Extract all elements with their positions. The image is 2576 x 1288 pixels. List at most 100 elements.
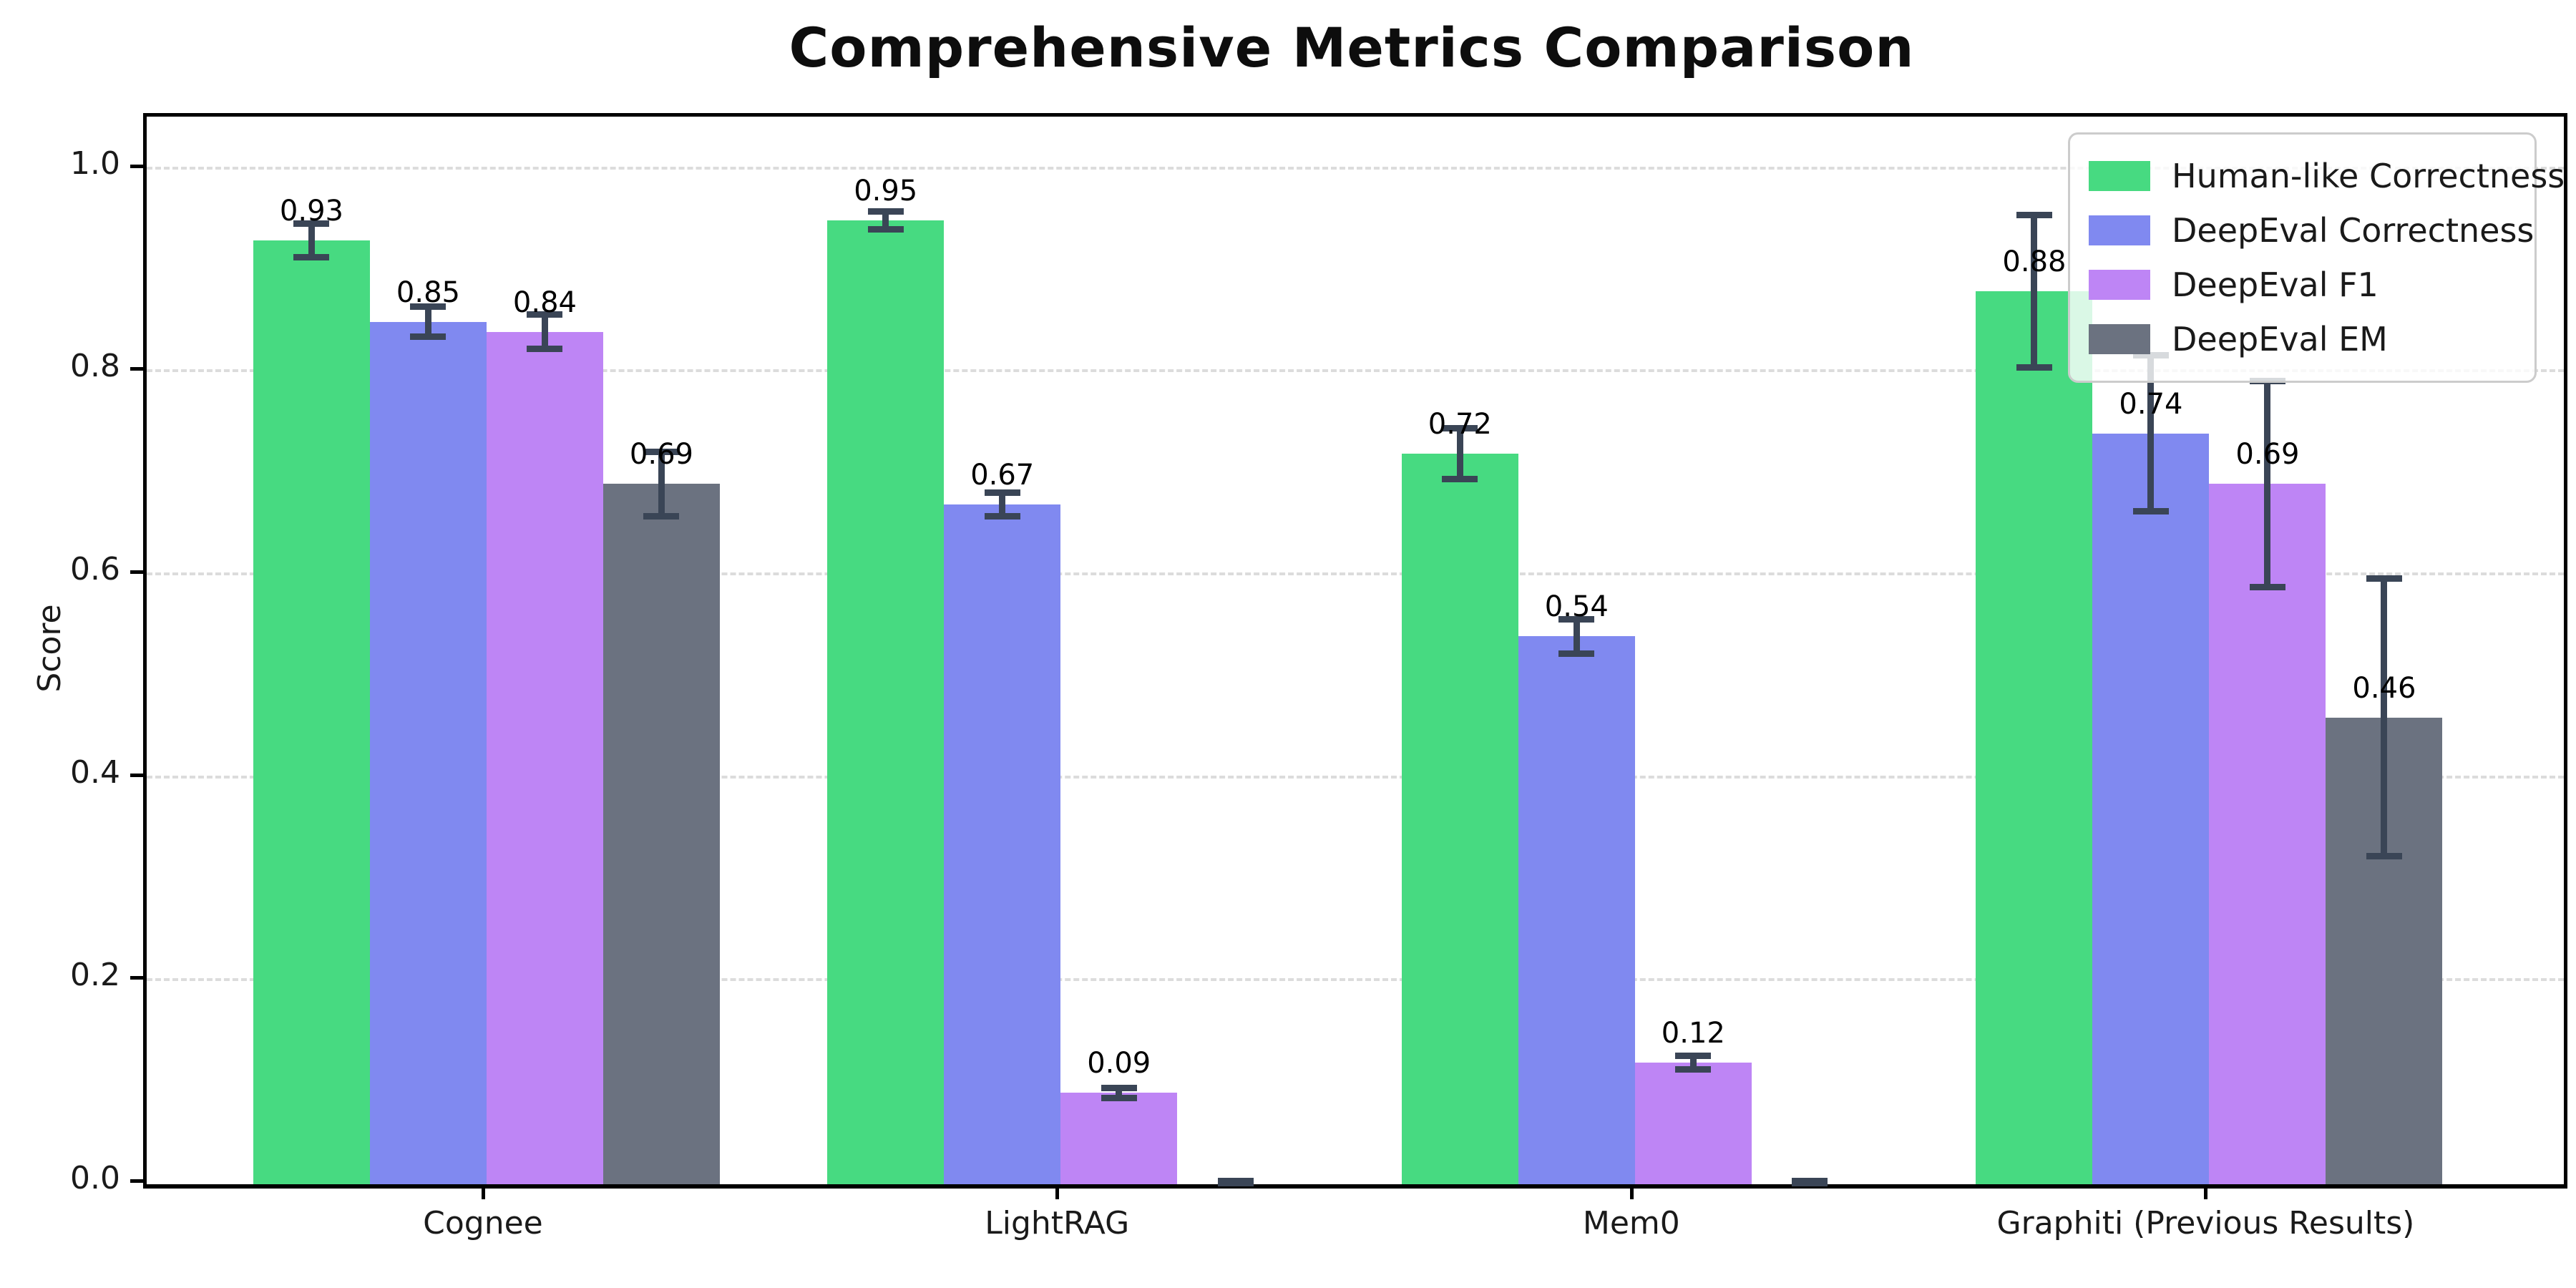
error-bar [2031, 212, 2038, 371]
x-tick-mark [1629, 1185, 1634, 1199]
legend-swatch-icon [2089, 215, 2150, 245]
y-tick-mark [130, 1179, 143, 1183]
y-tick-mark [130, 164, 143, 168]
bar-value-label: 0.85 [396, 275, 460, 309]
error-bar-cap-bottom [2132, 507, 2169, 514]
bar-human-like-correctness-2 [827, 220, 945, 1184]
legend-swatch-icon [2089, 324, 2150, 354]
x-tick-label-4: Graphiti (Previous Results) [1996, 1205, 2415, 1241]
gridline-y-0.4 [147, 775, 2564, 779]
error-bar-cap-bottom [1558, 650, 1595, 657]
legend-item: DeepEval EM [2089, 312, 2516, 366]
legend-item: Human-like Correctness [2089, 149, 2565, 203]
gridline-y-0.8 [147, 369, 2564, 373]
error-bar [541, 311, 548, 353]
legend-item: DeepEval F1 [2089, 258, 2516, 312]
y-tick-label: 0.2 [70, 957, 120, 994]
error-bar-cap-bottom [867, 225, 904, 233]
legend-label: DeepEval EM [2172, 320, 2388, 358]
x-tick-mark [1055, 1185, 1060, 1199]
error-bar-cap-top [984, 489, 1020, 496]
x-tick-mark [481, 1185, 485, 1199]
bar-deepeval-correctness-1 [369, 321, 487, 1184]
y-tick-label: 1.0 [70, 145, 120, 182]
bar-deepeval-em-1 [602, 484, 720, 1184]
x-tick-mark [2204, 1185, 2208, 1199]
error-bar-cap-bottom [1442, 475, 1478, 482]
x-tick-label-3: Mem0 [1582, 1205, 1680, 1241]
bar-deepeval-correctness-4 [2092, 433, 2210, 1184]
error-bar-cap-bottom [1675, 1066, 1712, 1073]
y-tick-mark [130, 570, 143, 575]
bar-value-label: 0.74 [2119, 387, 2183, 421]
bar-deepeval-correctness-3 [1518, 636, 1635, 1184]
gridline-y-1.0 [147, 166, 2564, 170]
bar-value-label: 0.54 [1544, 590, 1609, 624]
bar-value-label: 0.84 [512, 286, 577, 319]
legend-item: DeepEval Correctness [2089, 203, 2534, 258]
bar-human-like-correctness-4 [1976, 291, 2093, 1184]
error-bar-cap-top [2366, 575, 2402, 582]
error-bar-cap-bottom [1101, 1094, 1137, 1101]
error-bar [2147, 352, 2155, 514]
bar-value-label: 0.72 [1428, 407, 1492, 441]
bar-deepeval-f1-4 [2209, 484, 2326, 1184]
error-bar-cap-bottom [2366, 853, 2402, 860]
error-bar-cap-top [867, 208, 904, 215]
error-bar-cap-bottom [527, 346, 563, 353]
bar-value-label: 0.67 [970, 458, 1035, 492]
bar-value-label: 0.95 [854, 174, 918, 208]
error-bar [882, 208, 889, 233]
error-bar [2381, 575, 2388, 860]
bar-value-label: 0.46 [2352, 671, 2416, 705]
bar-value-label: 0.12 [1661, 1016, 1725, 1050]
bar-value-label: 0.88 [2002, 245, 2067, 278]
bar-deepeval-f1-3 [1634, 1062, 1752, 1184]
x-tick-label-1: Cognee [423, 1205, 543, 1241]
y-tick-label: 0.0 [70, 1160, 120, 1196]
error-bar-cap-bottom [293, 254, 330, 261]
y-tick-label: 0.8 [70, 348, 120, 385]
error-bar [308, 220, 315, 261]
error-bar-cap-bottom [410, 333, 447, 341]
error-bar [1573, 615, 1580, 657]
bar-value-label: 0.93 [279, 195, 343, 228]
error-bar [1456, 425, 1463, 482]
y-tick-mark [130, 773, 143, 777]
bar-value-label: 0.69 [629, 438, 693, 472]
y-axis-label: Score [31, 604, 68, 693]
error-bar [658, 448, 665, 520]
error-bar [424, 303, 431, 341]
gridline-y-0.2 [147, 978, 2564, 982]
error-bar-cap-bottom [2016, 364, 2052, 371]
error-bar [1689, 1052, 1697, 1073]
x-tick-label-2: LightRAG [985, 1205, 1130, 1241]
bar-human-like-correctness-3 [1401, 453, 1518, 1184]
bar-deepeval-correctness-2 [944, 504, 1061, 1184]
bar-value-label: 0.69 [2235, 438, 2300, 472]
error-bar-cap-top [1675, 1052, 1712, 1059]
error-bar [999, 489, 1006, 520]
error-bar-cap-top [410, 303, 447, 310]
error-bar-cap-bottom [1217, 1178, 1254, 1184]
legend-label: Human-like Correctness [2172, 157, 2565, 195]
y-tick-label: 0.6 [70, 551, 120, 588]
gridline-y-0.6 [147, 572, 2564, 576]
legend: Human-like Correctness DeepEval Correctne… [2068, 132, 2565, 383]
error-bar [2264, 377, 2271, 591]
error-bar-cap-bottom [1792, 1178, 1828, 1184]
legend-swatch-icon [2089, 161, 2150, 191]
error-bar-cap-top [643, 448, 680, 455]
y-tick-mark [130, 367, 143, 371]
legend-label: DeepEval Correctness [2172, 211, 2534, 250]
bar-value-label: 0.09 [1087, 1047, 1151, 1080]
bar-deepeval-f1-2 [1060, 1093, 1178, 1184]
chart-title: Comprehensive Metrics Comparison [789, 16, 1915, 79]
bar-human-like-correctness-1 [253, 240, 370, 1184]
error-bar-cap-bottom [984, 513, 1020, 520]
error-bar [1116, 1085, 1123, 1101]
error-bar-cap-top [293, 220, 330, 227]
error-bar-cap-bottom [643, 513, 680, 520]
y-tick-mark [130, 976, 143, 980]
